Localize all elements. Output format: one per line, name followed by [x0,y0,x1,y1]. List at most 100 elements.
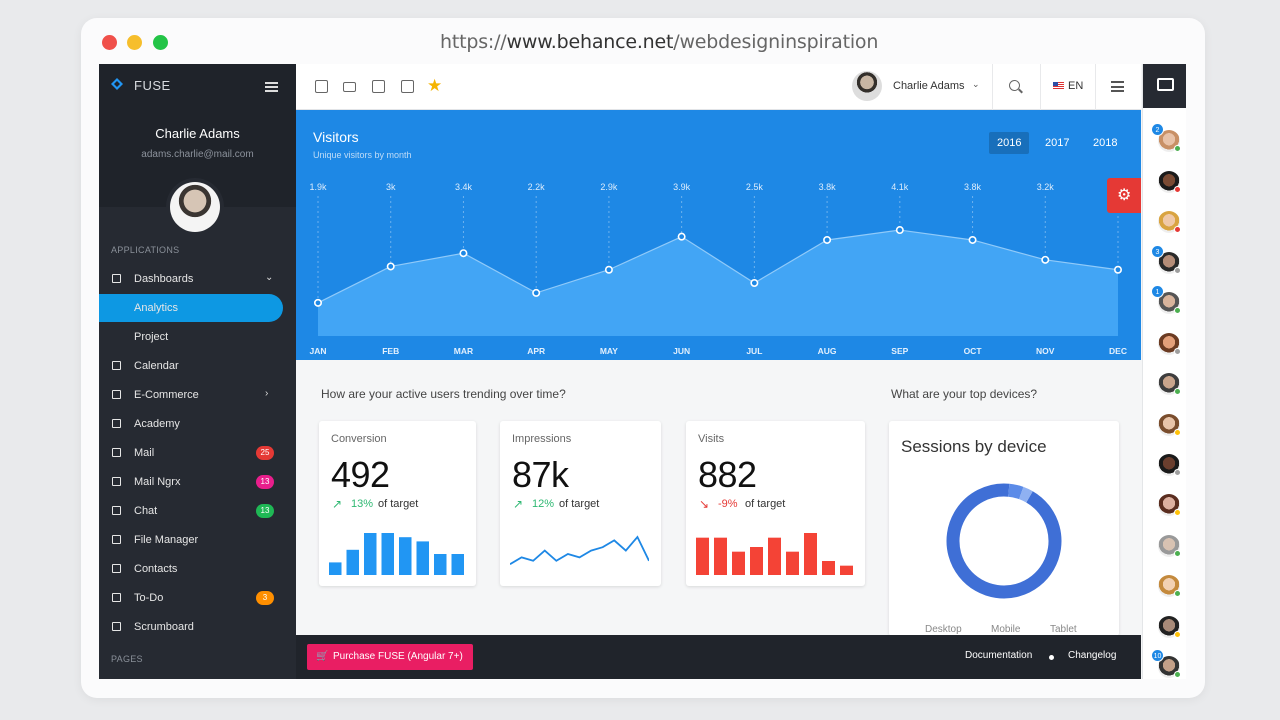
sessions-title: Sessions by device [901,437,1047,456]
data-point-jun[interactable] [677,232,686,241]
search-icon[interactable] [1009,80,1020,91]
status-dot [1174,348,1181,355]
donut-slice-mobile[interactable] [942,479,1066,603]
card-mini-chart [329,533,464,575]
contact-avatar[interactable] [1158,494,1181,516]
sidebar-item-analytics[interactable]: Analytics [99,294,283,322]
devices-question: What are your top devices? [891,387,1038,401]
language-selector[interactable]: EN [1068,80,1084,92]
data-point-dec[interactable] [1113,265,1122,274]
address-bar[interactable]: https://www.behance.net/webdesigninspira… [440,31,878,53]
footer-separator [1049,655,1054,660]
calendar-icon[interactable] [315,80,328,93]
card-title: Visits [698,433,725,445]
stat-card-impressions[interactable]: Impressions 87k ↗ 12% of target [500,421,661,586]
status-dot [1174,631,1181,638]
contact-avatar[interactable]: 3 [1151,245,1181,274]
sidebar: FUSE Charlie Adams adams.charlie@mail.co… [99,64,296,679]
stat-card-conversion[interactable]: Conversion 492 ↗ 13% of target [319,421,476,586]
data-point-aug[interactable] [823,235,832,244]
contact-avatar[interactable] [1158,414,1181,436]
sidebar-item-project[interactable]: Project [99,323,296,351]
chevron-down-icon: ⌄ [265,272,274,283]
stat-card-visits[interactable]: Visits 882 ↘ -9% of target [686,421,865,586]
status-dot [1174,429,1181,436]
sidebar-item-file-manager[interactable]: File Manager [99,526,296,554]
year-tab-2016[interactable]: 2016 [989,132,1030,154]
card-target-label: of target [378,498,419,510]
list-icon[interactable] [1111,81,1124,92]
mini-bar [840,565,853,575]
contact-avatar[interactable] [1158,333,1181,355]
data-point-nov[interactable] [1041,255,1050,264]
sidebar-item-e-commerce[interactable]: E-Commerce › [99,381,296,409]
contact-avatar[interactable] [1158,575,1181,597]
year-tab-2017[interactable]: 2017 [1045,137,1070,149]
calendar-icon [112,361,121,370]
purchase-button[interactable]: Purchase FUSE (Angular 7+) [307,644,473,670]
contact-avatar[interactable] [1158,373,1181,395]
toolbar-avatar[interactable] [852,71,882,101]
sidebar-avatar[interactable] [166,178,224,236]
school-icon [112,419,121,428]
sidebar-item-label: Mail [134,447,155,459]
data-point-feb[interactable] [386,262,395,271]
menu-toggle-icon[interactable] [265,82,278,92]
data-point-jul[interactable] [750,278,759,287]
sidebar-item-mail[interactable]: Mail 25 [99,439,296,467]
mail-icon [112,477,121,486]
window-minimize-button[interactable] [127,35,142,50]
star-icon[interactable]: ★ [427,76,443,95]
fuse-app: FUSE Charlie Adams adams.charlie@mail.co… [99,64,1186,679]
checkbox-icon[interactable] [401,80,414,93]
brand-name: FUSE [134,78,171,93]
year-tab-2018[interactable]: 2018 [1093,137,1118,149]
status-dot [1174,671,1181,678]
data-point-apr[interactable] [532,288,541,297]
sidebar-item-academy[interactable]: Academy [99,410,296,438]
contact-avatar[interactable]: 2 [1151,123,1181,152]
window-maximize-button[interactable] [153,35,168,50]
card-target-label: of target [745,498,786,510]
contacts-icon[interactable] [372,80,385,93]
sidebar-item-chat[interactable]: Chat 13 [99,497,296,525]
chevron-down-icon[interactable]: ⌄ [972,79,980,89]
contact-avatar[interactable] [1158,171,1181,193]
sidebar-item-mail-ngrx[interactable]: Mail Ngrx 13 [99,468,296,496]
data-point-may[interactable] [604,265,613,274]
donut-slice-desktop[interactable] [942,479,1066,603]
data-point-jan[interactable] [313,298,322,307]
chat-panel-button[interactable] [1143,64,1186,108]
data-point-oct[interactable] [968,235,977,244]
contact-avatar[interactable]: 1 [1151,285,1181,314]
data-label: 2.2k [528,182,546,192]
sidebar-item-to-do[interactable]: To-Do 3 [99,584,296,612]
sidebar-item-label: To-Do [134,592,164,604]
settings-tab[interactable]: ⚙ [1107,178,1141,213]
changelog-link[interactable]: Changelog [1068,650,1117,661]
mail-icon[interactable] [343,82,356,92]
mini-bar [714,537,727,575]
sidebar-item-label: Scrumboard [134,621,194,633]
status-dot [1174,388,1181,395]
contact-avatar[interactable] [1158,616,1181,638]
data-point-mar[interactable] [459,249,468,258]
footer-bar: Purchase FUSE (Angular 7+) Documentation… [296,635,1141,679]
sidebar-item-label: Academy [134,418,180,430]
contact-avatar[interactable]: 10 [1151,649,1181,678]
sidebar-item-contacts[interactable]: Contacts [99,555,296,583]
contact-avatar[interactable] [1158,211,1181,233]
contact-avatar[interactable] [1158,454,1181,476]
sidebar-item-dashboards[interactable]: Dashboards ⌄ [99,265,296,293]
sidebar-item-scrumboard[interactable]: Scrumboard [99,613,296,641]
url-domain: www.behance.net [506,31,674,53]
contact-avatar[interactable] [1158,535,1181,557]
documentation-link[interactable]: Documentation [965,650,1033,661]
us-flag-icon[interactable] [1053,82,1064,90]
window-close-button[interactable] [102,35,117,50]
sidebar-item-calendar[interactable]: Calendar [99,352,296,380]
sidebar-header: FUSE Charlie Adams adams.charlie@mail.co… [99,64,296,207]
data-point-sep[interactable] [895,226,904,235]
toolbar-user-name[interactable]: Charlie Adams [893,80,965,92]
donut-slice-tablet[interactable] [942,479,1066,603]
